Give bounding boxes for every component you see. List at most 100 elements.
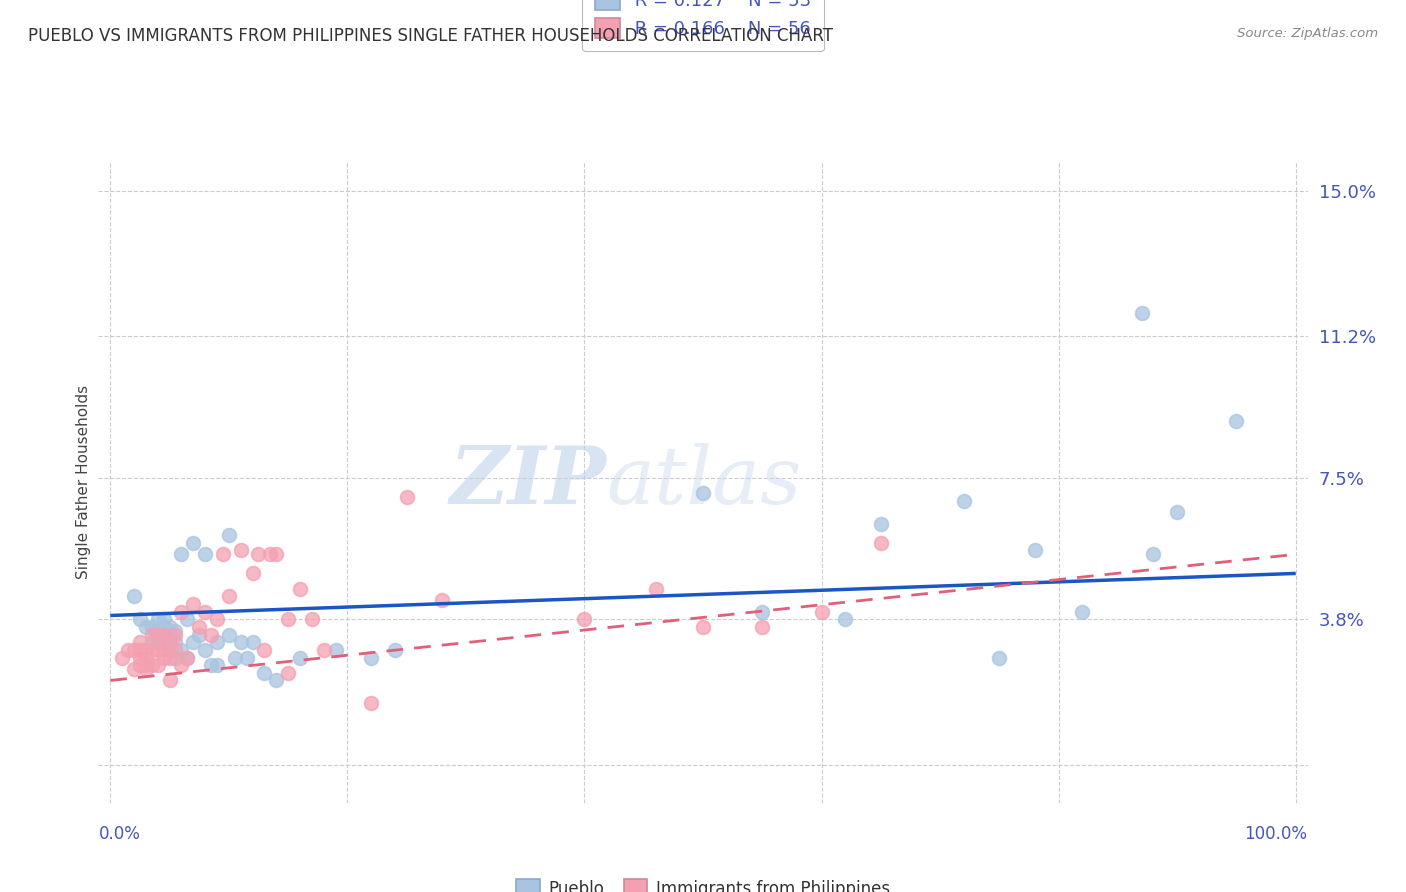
Point [181, 536, 204, 550]
Point [395, 490, 418, 504]
Point [165, 643, 187, 657]
Point [218, 590, 240, 604]
Text: ZIP: ZIP [450, 443, 606, 520]
Point [384, 643, 406, 657]
Point [122, 662, 145, 676]
Point [152, 620, 174, 634]
Point [141, 643, 163, 657]
Point [1225, 413, 1247, 427]
Point [1024, 543, 1046, 558]
Point [259, 547, 281, 561]
Point [141, 620, 163, 634]
Point [152, 627, 174, 641]
Point [159, 635, 181, 649]
Point [692, 486, 714, 500]
Point [141, 635, 163, 649]
Point [644, 582, 666, 596]
Point [159, 627, 181, 641]
Point [165, 650, 187, 665]
Point [152, 635, 174, 649]
Text: 100.0%: 100.0% [1244, 825, 1308, 843]
Point [751, 620, 773, 634]
Point [869, 516, 891, 531]
Point [988, 650, 1011, 665]
Point [574, 612, 596, 626]
Point [1130, 306, 1153, 320]
Point [264, 547, 287, 561]
Point [141, 658, 163, 673]
Point [117, 643, 139, 657]
Point [218, 528, 240, 542]
Point [1166, 505, 1188, 519]
Point [176, 650, 198, 665]
Point [205, 658, 228, 673]
Point [176, 612, 198, 626]
Point [176, 650, 198, 665]
Point [277, 612, 299, 626]
Point [205, 612, 228, 626]
Point [159, 643, 181, 657]
Point [194, 605, 217, 619]
Point [432, 593, 454, 607]
Point [146, 624, 169, 638]
Point [200, 658, 222, 673]
Point [111, 650, 134, 665]
Text: Source: ZipAtlas.com: Source: ZipAtlas.com [1237, 27, 1378, 40]
Point [229, 543, 252, 558]
Point [165, 624, 187, 638]
Point [146, 627, 169, 641]
Point [1142, 547, 1164, 561]
Point [360, 650, 382, 665]
Point [135, 658, 157, 673]
Point [122, 590, 145, 604]
Point [277, 665, 299, 680]
Point [235, 650, 257, 665]
Point [152, 612, 174, 626]
Point [146, 635, 169, 649]
Point [129, 658, 152, 673]
Point [146, 643, 169, 657]
Point [181, 597, 204, 611]
Point [1071, 605, 1094, 619]
Point [301, 612, 323, 626]
Point [360, 697, 382, 711]
Point [325, 643, 347, 657]
Point [188, 627, 211, 641]
Point [129, 650, 152, 665]
Point [170, 605, 193, 619]
Point [288, 582, 311, 596]
Point [242, 566, 264, 581]
Point [135, 643, 157, 657]
Point [181, 635, 204, 649]
Point [152, 650, 174, 665]
Text: PUEBLO VS IMMIGRANTS FROM PHILIPPINES SINGLE FATHER HOUSEHOLDS CORRELATION CHART: PUEBLO VS IMMIGRANTS FROM PHILIPPINES SI… [28, 27, 834, 45]
Point [146, 612, 169, 626]
Point [242, 635, 264, 649]
Point [170, 547, 193, 561]
Point [129, 643, 152, 657]
Point [159, 650, 181, 665]
Point [288, 650, 311, 665]
Point [152, 643, 174, 657]
Point [170, 658, 193, 673]
Point [141, 627, 163, 641]
Point [159, 673, 181, 688]
Point [692, 620, 714, 634]
Point [751, 605, 773, 619]
Point [165, 627, 187, 641]
Point [224, 650, 246, 665]
Point [200, 627, 222, 641]
Point [194, 547, 217, 561]
Point [218, 627, 240, 641]
Point [170, 643, 193, 657]
Point [135, 662, 157, 676]
Text: 0.0%: 0.0% [98, 825, 141, 843]
Point [952, 493, 974, 508]
Point [135, 620, 157, 634]
Point [122, 643, 145, 657]
Point [159, 620, 181, 634]
Y-axis label: Single Father Households: Single Father Households [76, 384, 91, 579]
Legend: Pueblo, Immigrants from Philippines: Pueblo, Immigrants from Philippines [505, 868, 901, 892]
Point [253, 665, 276, 680]
Text: atlas: atlas [606, 443, 801, 520]
